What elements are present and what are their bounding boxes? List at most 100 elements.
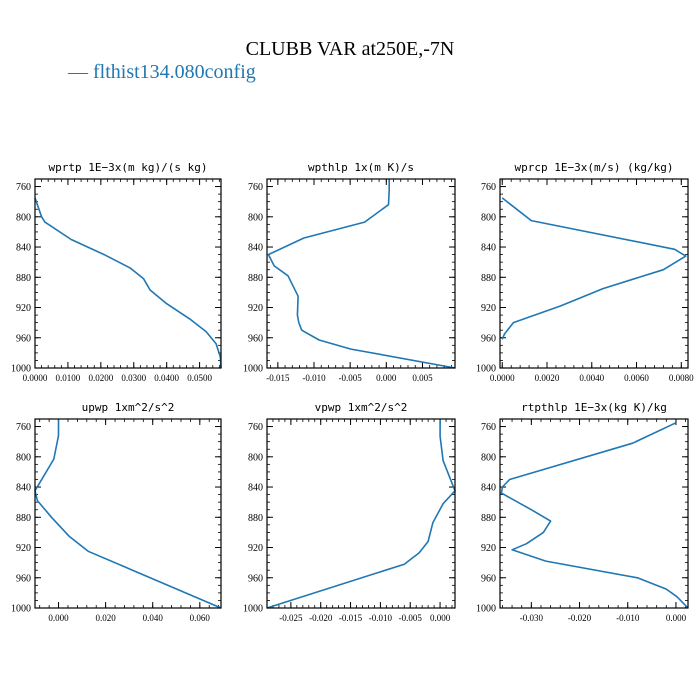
y-tick-label: 1000 [476,364,496,375]
y-tick-label: 800 [481,452,496,463]
x-tick-label: 0.005 [412,373,433,383]
y-tick-label: 840 [481,483,496,494]
x-tick-label: 0.020 [96,613,117,623]
y-tick-label: 1000 [11,604,31,615]
subplot-title: rtpthlp 1E−3x(kg K)/kg [521,401,667,414]
x-tick-label: -0.020 [568,613,592,623]
x-tick-label: -0.015 [339,613,363,623]
subplot-6: rtpthlp 1E−3x(kg K)/kg 760 800 840 880 920 960… [476,401,689,623]
x-tick-label: 0.000 [430,613,451,623]
x-tick-label: 0.0400 [154,373,179,383]
x-tick-label: -0.020 [309,613,333,623]
profile-line [34,197,222,369]
y-tick-label: 960 [481,333,496,344]
y-tick-label: 960 [16,333,31,344]
y-tick-label: 960 [248,573,263,584]
y-tick-label: 760 [16,422,31,433]
y-tick-label: 880 [16,273,31,284]
profile-line [500,422,689,609]
y-tick-label: 1000 [11,364,31,375]
y-tick-label: 800 [16,212,31,223]
x-tick-label: 0.0100 [56,373,81,383]
y-tick-label: 800 [481,212,496,223]
x-tick-label: 0.0000 [23,373,48,383]
y-tick-label: 840 [481,243,496,254]
x-tick-label: 0.0020 [535,373,560,383]
plot-frame [34,178,222,369]
y-tick-label: 880 [248,513,263,524]
x-tick-label: 0.040 [143,613,164,623]
subplot-grid: wprtp 1E−3x(m kg)/(s kg) 760 800 840 880 920 9… [11,161,694,623]
y-tick-label: 800 [16,452,31,463]
y-tick-label: 840 [16,483,31,494]
y-tick-label: 760 [16,182,31,193]
x-tick-label: 0.000 [376,373,397,383]
y-tick-label: 760 [481,182,496,193]
plot-frame [266,418,456,609]
y-tick-label: 760 [248,182,263,193]
profile-line [267,179,456,369]
y-tick-label: 1000 [476,604,496,615]
legend-entry: — flthist134.080config [67,61,256,83]
x-tick-label: -0.005 [399,613,423,623]
x-tick-label: 0.000 [666,613,687,623]
y-tick-label: 760 [248,422,263,433]
subplot-3: wprcp 1E−3x(m/s) (kg/kg) 760 800 840 880 920 9… [476,161,694,383]
subplot-title: wpthlp 1x(m K)/s [308,161,414,174]
subplot-2: wpthlp 1x(m K)/s7608008408809209601000-0… [243,161,456,383]
y-tick-label: 800 [248,212,263,223]
x-tick-label: 0.0000 [490,373,515,383]
subplot-5: vpwp 1xm^2/s^2 760 800 840 880 920 960 1000 -0.0… [243,401,456,623]
subplot-title: vpwp 1xm^2/s^2 [315,401,408,414]
x-tick-label: 0.000 [48,613,69,623]
y-tick-label: 880 [481,273,496,284]
y-tick-label: 1000 [243,604,263,615]
y-tick-label: 920 [481,543,496,554]
x-tick-label: 0.0200 [88,373,113,383]
x-tick-label: -0.010 [369,613,393,623]
y-tick-label: 840 [248,483,263,494]
x-tick-label: 0.0300 [121,373,146,383]
profile-line [501,197,687,340]
y-tick-label: 960 [481,573,496,584]
subplot-1: wprtp 1E−3x(m kg)/(s kg) 760 800 840 880 920 9… [11,161,222,383]
plot-frame [499,178,689,369]
profile-line [34,419,222,609]
profile-line [266,419,456,609]
y-tick-label: 920 [248,303,263,314]
y-tick-label: 920 [16,303,31,314]
x-tick-label: -0.010 [302,373,326,383]
y-tick-label: 840 [248,243,263,254]
subplot-title: wprtp 1E−3x(m kg)/(s kg) [49,161,208,174]
y-tick-label: 920 [481,303,496,314]
plot-frame [266,178,456,369]
y-tick-label: 880 [16,513,31,524]
plot-frame [34,418,222,609]
y-tick-label: 920 [16,543,31,554]
x-tick-label: -0.010 [616,613,640,623]
y-tick-label: 880 [481,513,496,524]
x-tick-label: 0.0500 [187,373,212,383]
x-tick-label: 0.0080 [669,373,694,383]
x-tick-label: -0.025 [279,613,303,623]
subplot-title: wprcp 1E−3x(m/s) (kg/kg) [515,161,674,174]
subplot-title: upwp 1xm^2/s^2 [82,401,175,414]
x-tick-label: -0.005 [339,373,363,383]
y-tick-label: 960 [248,333,263,344]
x-tick-label: -0.015 [266,373,290,383]
x-tick-label: 0.0060 [624,373,649,383]
subplot-4: upwp 1xm^2/s^2 760 800 840 880 920 960 1000 0.00… [11,401,222,623]
x-tick-label: -0.030 [520,613,544,623]
y-tick-label: 760 [481,422,496,433]
y-tick-label: 800 [248,452,263,463]
figure-title: CLUBB VAR at250E,-7N [246,38,455,60]
y-tick-label: 1000 [243,364,263,375]
y-tick-label: 920 [248,543,263,554]
y-tick-label: 960 [16,573,31,584]
y-tick-label: 880 [248,273,263,284]
x-tick-label: 0.0040 [579,373,604,383]
plot-frame [499,418,689,609]
x-tick-label: 0.060 [190,613,211,623]
y-tick-label: 840 [16,243,31,254]
